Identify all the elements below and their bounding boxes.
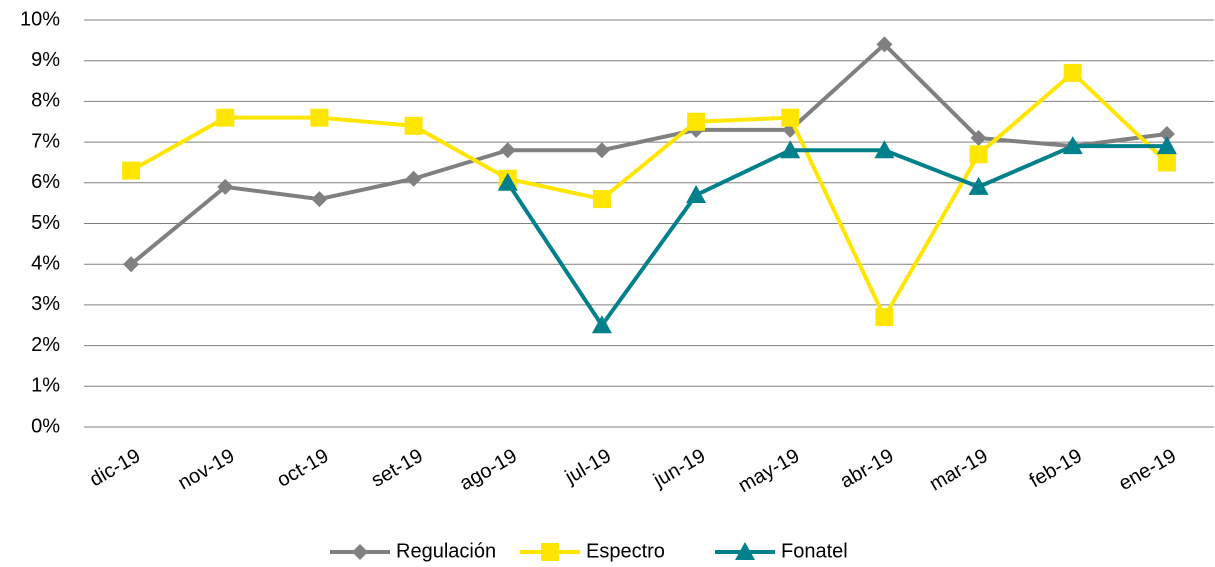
- x-tick-label: may-19: [735, 445, 804, 497]
- data-point: [686, 185, 707, 204]
- data-point: [217, 178, 234, 195]
- data-point: [499, 142, 516, 159]
- y-tick-label: 1%: [31, 375, 60, 397]
- y-tick-label: 6%: [31, 171, 60, 193]
- series-line: [506, 144, 1167, 328]
- legend-label: Fonatel: [781, 540, 848, 562]
- x-tick-label: ene-19: [1115, 445, 1180, 495]
- y-tick-label: 4%: [31, 252, 60, 274]
- data-point: [1063, 63, 1082, 82]
- data-point: [122, 161, 141, 180]
- legend-label: Regulación: [396, 540, 496, 562]
- data-point: [781, 108, 800, 127]
- data-point: [404, 116, 423, 135]
- data-point: [780, 140, 801, 159]
- x-tick-label: abr-19: [836, 445, 897, 493]
- y-tick-label: 0%: [31, 415, 60, 437]
- x-tick-label: mar-19: [926, 445, 992, 496]
- y-tick-label: 3%: [31, 293, 60, 315]
- y-tick-label: 2%: [31, 334, 60, 356]
- data-point: [123, 256, 140, 273]
- series-line: [130, 70, 1169, 320]
- data-point: [968, 176, 989, 195]
- data-point: [874, 140, 895, 159]
- data-point: [970, 130, 987, 147]
- y-tick-label: 7%: [31, 130, 60, 152]
- y-tick-label: 5%: [31, 212, 60, 234]
- data-point: [216, 108, 235, 127]
- legend-marker: [541, 543, 559, 561]
- data-point: [1156, 136, 1177, 155]
- data-point: [1157, 153, 1176, 172]
- data-point: [969, 145, 988, 164]
- x-tick-label: dic-19: [86, 445, 144, 491]
- y-tick-label: 8%: [31, 90, 60, 112]
- data-point: [687, 112, 706, 131]
- y-tick-label: 10%: [20, 8, 60, 30]
- x-tick-label: nov-19: [174, 445, 238, 495]
- series-line: [129, 42, 1168, 266]
- x-tick-label: oct-19: [273, 445, 332, 492]
- x-tick-label: set-19: [368, 445, 427, 492]
- data-point: [593, 142, 610, 159]
- data-point: [1062, 136, 1083, 155]
- x-tick-label: feb-19: [1026, 445, 1086, 492]
- data-point: [875, 308, 894, 327]
- x-tick-label: jul-19: [561, 445, 615, 489]
- data-point: [1158, 125, 1175, 142]
- legend-label: Espectro: [586, 540, 665, 562]
- data-point: [310, 108, 329, 127]
- data-point: [497, 172, 518, 191]
- legend-marker: [735, 542, 755, 560]
- data-point: [591, 315, 612, 334]
- x-tick-label: ago-19: [456, 445, 521, 495]
- y-tick-label: 9%: [31, 49, 60, 71]
- data-point: [876, 36, 893, 53]
- data-point: [405, 170, 422, 187]
- legend-marker: [352, 544, 368, 560]
- x-tick-label: jun-19: [649, 445, 709, 492]
- data-point: [592, 190, 611, 209]
- data-point: [311, 191, 328, 208]
